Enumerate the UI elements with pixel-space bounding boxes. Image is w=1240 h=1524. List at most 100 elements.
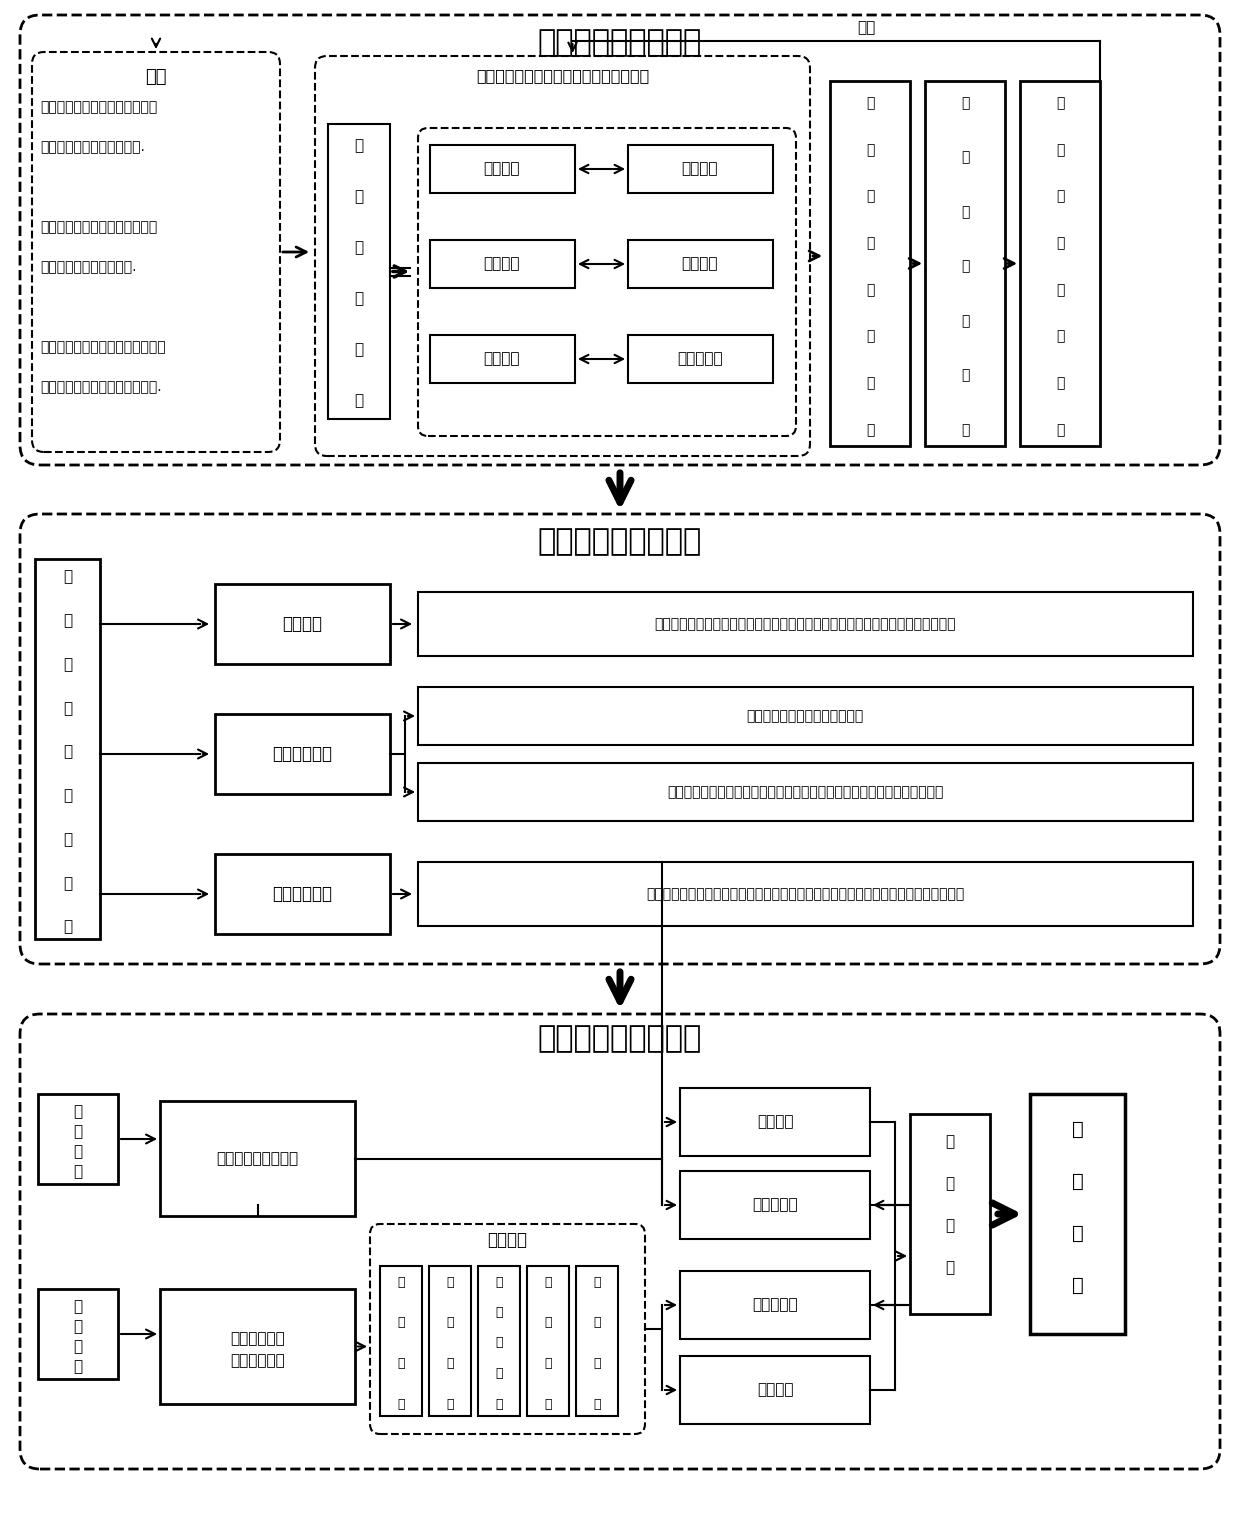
Text: 相关性分析: 相关性分析 — [753, 1198, 797, 1213]
Text: 间: 间 — [397, 1398, 404, 1411]
Text: 频: 频 — [593, 1356, 600, 1370]
Text: 多模态评估信息采集: 多模态评估信息采集 — [538, 527, 702, 556]
Bar — [1021, 81, 1100, 447]
Text: 行: 行 — [961, 259, 970, 273]
Text: 参数选取: 参数选取 — [487, 1231, 527, 1250]
Text: 试: 试 — [945, 1177, 955, 1192]
Text: 入: 入 — [397, 1317, 404, 1329]
Bar — [527, 1266, 569, 1416]
Text: 采集被评估对象的情绪感知判断: 采集被评估对象的情绪感知判断 — [746, 709, 863, 722]
Text: 注: 注 — [495, 1276, 502, 1288]
Bar — [215, 715, 391, 794]
Bar — [38, 1094, 118, 1184]
Text: 进: 进 — [397, 1276, 404, 1288]
Text: 估: 估 — [1071, 1172, 1084, 1190]
Bar — [627, 239, 773, 288]
Bar — [680, 1356, 870, 1423]
Bar — [627, 145, 773, 194]
Text: 情: 情 — [355, 139, 363, 154]
Text: 设: 设 — [866, 376, 874, 390]
Bar — [418, 591, 1193, 655]
Text: 数: 数 — [73, 1145, 83, 1160]
Bar — [418, 687, 1193, 745]
Text: 被: 被 — [945, 1134, 955, 1149]
Bar — [430, 335, 575, 383]
Text: 取: 取 — [866, 236, 874, 250]
Text: 点: 点 — [495, 1337, 502, 1349]
Text: 信: 信 — [63, 788, 72, 803]
Text: 统计分析: 统计分析 — [756, 1114, 794, 1129]
Text: 视: 视 — [446, 1317, 454, 1329]
Text: 性: 性 — [961, 314, 970, 328]
Text: 数: 数 — [1055, 189, 1064, 203]
Bar — [215, 584, 391, 664]
Text: 被试测评: 被试测评 — [283, 616, 322, 632]
Text: 程: 程 — [866, 329, 874, 343]
Text: 数: 数 — [495, 1367, 502, 1381]
Text: 测: 测 — [945, 1219, 955, 1233]
Bar — [680, 1170, 870, 1239]
Bar — [418, 764, 1193, 821]
FancyBboxPatch shape — [370, 1224, 645, 1434]
Text: 强: 强 — [355, 241, 363, 256]
Text: 和: 和 — [63, 657, 72, 672]
Bar — [329, 123, 391, 419]
Text: 据: 据 — [73, 1359, 83, 1375]
Text: 率: 率 — [593, 1398, 600, 1411]
Text: 客: 客 — [63, 701, 72, 716]
Text: 统计分析: 统计分析 — [756, 1382, 794, 1398]
Text: 度: 度 — [355, 291, 363, 306]
Text: 采集被评估对象的性别、实际年龄、心理年龄、言语能力、智力信息和认知信息等: 采集被评估对象的性别、实际年龄、心理年龄、言语能力、智力信息和认知信息等 — [655, 617, 956, 631]
Bar — [418, 863, 1193, 927]
Text: 标: 标 — [1071, 1224, 1084, 1242]
Text: 可: 可 — [961, 206, 970, 219]
Bar — [430, 145, 575, 194]
Bar — [680, 1271, 870, 1340]
Text: 瞳: 瞳 — [544, 1276, 552, 1288]
Text: 时: 时 — [397, 1356, 404, 1370]
Text: 证: 证 — [961, 424, 970, 437]
Text: 客观评估自闭症谱系障碍患者的: 客观评估自闭症谱系障碍患者的 — [40, 101, 157, 114]
Text: 感: 感 — [355, 189, 363, 204]
Text: 数: 数 — [73, 1340, 83, 1355]
Text: 方: 方 — [961, 96, 970, 110]
Text: 集: 集 — [63, 919, 72, 934]
Text: 流: 流 — [866, 283, 874, 297]
Text: 获: 获 — [866, 189, 874, 203]
Text: 视: 视 — [495, 1306, 502, 1318]
FancyBboxPatch shape — [418, 128, 796, 436]
Text: 观: 观 — [63, 745, 72, 759]
Text: 观: 观 — [63, 613, 72, 628]
Text: 评估进行中的特殊行为（如：情绪激动、注意力涣散、多动、言语迟缓等）: 评估进行中的特殊行为（如：情绪激动、注意力涣散、多动、言语迟缓等） — [667, 785, 944, 799]
Text: 息: 息 — [63, 832, 72, 847]
Text: 评: 评 — [1071, 1120, 1084, 1138]
Text: 目: 目 — [495, 1398, 502, 1411]
Text: 评: 评 — [945, 1260, 955, 1276]
Text: 调: 调 — [355, 343, 363, 358]
Text: 验: 验 — [961, 369, 970, 383]
Text: 眼: 眼 — [73, 1300, 83, 1315]
Text: 据: 据 — [866, 143, 874, 157]
Text: 取: 取 — [1055, 329, 1064, 343]
Bar — [1030, 1094, 1125, 1334]
Text: 注视信息统计: 注视信息统计 — [231, 1353, 285, 1369]
FancyBboxPatch shape — [315, 56, 810, 456]
Text: 虚拟场景: 虚拟场景 — [484, 162, 521, 177]
Text: 限制，可作为评定标准进行评估.: 限制，可作为评定标准进行评估. — [40, 379, 161, 395]
Bar — [830, 81, 910, 447]
Bar — [430, 239, 575, 288]
Text: 径: 径 — [544, 1398, 552, 1411]
Bar — [160, 1100, 355, 1216]
Text: 获: 获 — [1055, 283, 1064, 297]
Text: 计: 计 — [866, 424, 874, 437]
Text: 动: 动 — [73, 1320, 83, 1335]
Text: 动态、特定的和人为加工的刺激材料设计: 动态、特定的和人为加工的刺激材料设计 — [476, 69, 649, 84]
Text: 目的: 目的 — [145, 69, 166, 85]
Text: 案: 案 — [961, 151, 970, 165]
Text: 为: 为 — [73, 1125, 83, 1140]
Text: 单人场景: 单人场景 — [484, 256, 521, 271]
Text: 社会认知和情绪识别的能力.: 社会认知和情绪识别的能力. — [40, 140, 145, 154]
Text: 多人场景: 多人场景 — [682, 256, 718, 271]
Bar — [38, 1289, 118, 1379]
Text: 主: 主 — [63, 570, 72, 585]
